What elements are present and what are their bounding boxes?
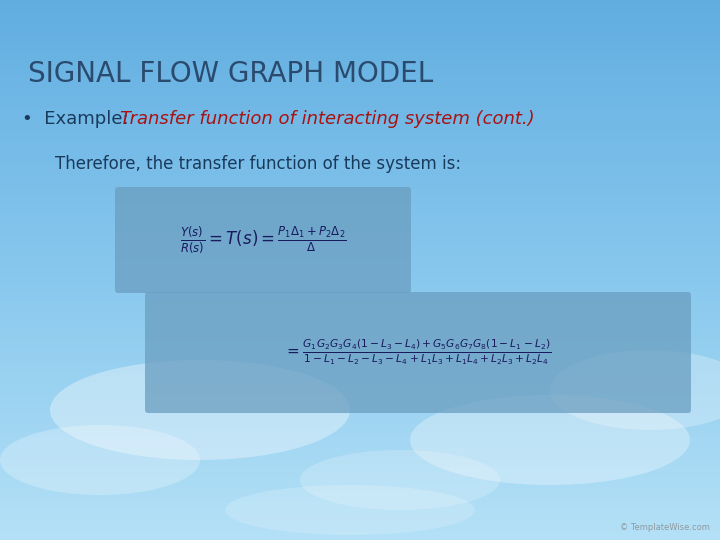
Text: •  Example:: • Example: bbox=[22, 110, 135, 128]
Text: Therefore, the transfer function of the system is:: Therefore, the transfer function of the … bbox=[55, 155, 461, 173]
FancyBboxPatch shape bbox=[145, 292, 691, 413]
Ellipse shape bbox=[410, 395, 690, 485]
Ellipse shape bbox=[0, 425, 200, 495]
Text: © TemplateWise.com: © TemplateWise.com bbox=[620, 523, 710, 532]
Text: SIGNAL FLOW GRAPH MODEL: SIGNAL FLOW GRAPH MODEL bbox=[28, 60, 433, 88]
FancyBboxPatch shape bbox=[115, 187, 411, 293]
Text: $\frac{Y(s)}{R(s)} = T(s) = \frac{P_1\Delta_1 + P_2\Delta_2}{\Delta}$: $\frac{Y(s)}{R(s)} = T(s) = \frac{P_1\De… bbox=[180, 225, 346, 255]
Ellipse shape bbox=[50, 360, 350, 460]
Ellipse shape bbox=[225, 485, 475, 535]
Ellipse shape bbox=[300, 450, 500, 510]
Ellipse shape bbox=[550, 350, 720, 430]
Text: Transfer function of interacting system (cont.): Transfer function of interacting system … bbox=[120, 110, 535, 128]
Text: $= \frac{G_1G_2G_3G_4(1-L_3-L_4)+G_5G_6G_7G_8(1-L_1-L_2)}{1-L_1-L_2-L_3-L_4+L_1L: $= \frac{G_1G_2G_3G_4(1-L_3-L_4)+G_5G_6G… bbox=[284, 338, 552, 367]
